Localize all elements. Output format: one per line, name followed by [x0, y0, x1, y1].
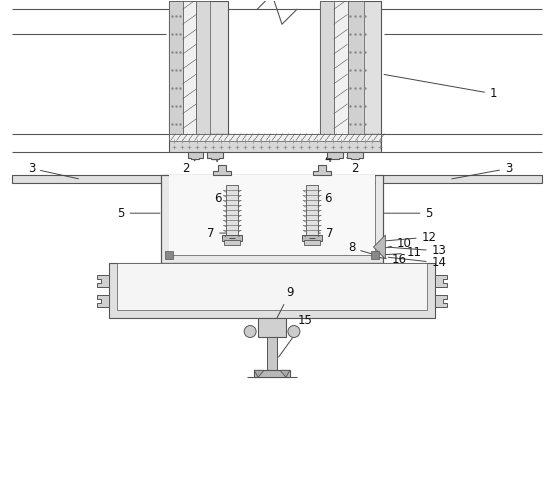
- Text: 7: 7: [207, 227, 229, 240]
- Text: 14: 14: [388, 256, 447, 269]
- Polygon shape: [327, 151, 342, 160]
- Text: 3: 3: [452, 162, 512, 179]
- Polygon shape: [435, 295, 447, 307]
- Bar: [302, 235, 322, 241]
- Text: 4: 4: [212, 152, 222, 171]
- Text: 2: 2: [346, 158, 358, 175]
- Bar: [381, 176, 542, 183]
- Text: 5: 5: [384, 207, 433, 220]
- Bar: [165, 251, 173, 259]
- Bar: [168, 1, 228, 134]
- Bar: [226, 185, 238, 237]
- Polygon shape: [187, 151, 203, 160]
- Bar: [109, 263, 435, 317]
- Bar: [168, 1, 182, 134]
- Polygon shape: [213, 166, 231, 176]
- Polygon shape: [347, 151, 362, 160]
- Text: 4: 4: [322, 152, 331, 171]
- Polygon shape: [97, 275, 109, 287]
- Circle shape: [288, 325, 300, 338]
- Bar: [320, 1, 334, 134]
- Bar: [222, 235, 242, 241]
- Bar: [117, 263, 427, 310]
- Bar: [254, 370, 290, 377]
- Circle shape: [244, 325, 256, 338]
- Bar: [182, 1, 197, 134]
- Bar: [168, 176, 376, 255]
- Bar: [224, 240, 240, 245]
- Polygon shape: [373, 235, 386, 259]
- Bar: [347, 1, 363, 134]
- Polygon shape: [254, 370, 264, 377]
- Bar: [197, 1, 211, 134]
- Text: 10: 10: [380, 237, 412, 249]
- Text: 12: 12: [386, 231, 437, 244]
- Polygon shape: [207, 151, 223, 160]
- Text: 15: 15: [279, 314, 312, 357]
- Text: 13: 13: [388, 245, 447, 257]
- Polygon shape: [435, 275, 447, 287]
- Text: 8: 8: [348, 242, 373, 254]
- Text: 9: 9: [273, 286, 294, 325]
- Bar: [258, 317, 286, 338]
- Bar: [372, 251, 379, 259]
- Bar: [12, 176, 171, 183]
- Text: 16: 16: [376, 253, 407, 266]
- Polygon shape: [97, 295, 109, 307]
- Text: 1: 1: [384, 74, 497, 101]
- Bar: [168, 134, 381, 151]
- Bar: [161, 176, 383, 263]
- Text: 7: 7: [315, 227, 334, 240]
- Polygon shape: [226, 237, 238, 245]
- Text: 6: 6: [214, 192, 229, 205]
- Bar: [334, 1, 347, 134]
- Bar: [320, 1, 381, 134]
- Polygon shape: [306, 237, 318, 245]
- Text: 2: 2: [182, 157, 198, 175]
- Bar: [304, 240, 320, 245]
- Text: 5: 5: [117, 207, 160, 220]
- Bar: [267, 338, 277, 372]
- Bar: [306, 185, 318, 237]
- Polygon shape: [280, 370, 290, 377]
- Text: 6: 6: [315, 192, 331, 205]
- Bar: [168, 134, 381, 141]
- Text: 11: 11: [382, 246, 422, 259]
- Polygon shape: [313, 166, 331, 176]
- Text: 3: 3: [28, 162, 79, 179]
